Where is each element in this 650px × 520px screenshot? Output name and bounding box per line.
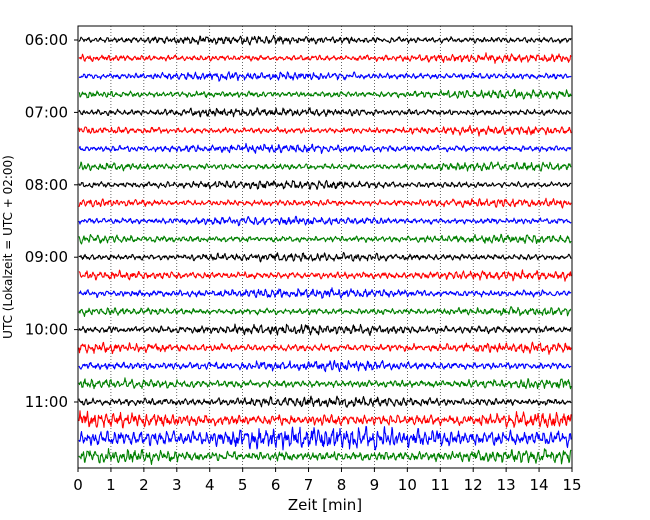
trace-line bbox=[78, 197, 572, 209]
trace-line bbox=[78, 52, 572, 64]
trace-line bbox=[78, 71, 572, 82]
trace-line bbox=[78, 447, 572, 466]
x-tick-label: 1 bbox=[106, 476, 116, 494]
y-tick-label: 07:00 bbox=[25, 103, 68, 121]
trace-line bbox=[78, 341, 572, 355]
trace-line bbox=[78, 88, 572, 100]
trace-line bbox=[78, 395, 572, 408]
trace-line bbox=[78, 410, 572, 429]
trace-line bbox=[78, 215, 572, 227]
x-tick-label: 15 bbox=[562, 476, 581, 494]
x-axis-label: Zeit [min] bbox=[288, 496, 362, 514]
trace-line bbox=[78, 359, 572, 373]
x-tick-label: 9 bbox=[370, 476, 380, 494]
y-axis-ticks: 06:00 07:00 08:00 09:00 10:00 11:00 bbox=[25, 31, 78, 411]
y-tick-label: 06:00 bbox=[25, 31, 68, 49]
seismic-traces bbox=[78, 34, 572, 466]
x-tick-label: 12 bbox=[464, 476, 483, 494]
x-tick-label: 2 bbox=[139, 476, 149, 494]
x-tick-label: 0 bbox=[73, 476, 83, 494]
x-tick-label: 8 bbox=[337, 476, 347, 494]
y-axis-label: UTC (Lokalzeit = UTC + 02:00) bbox=[1, 155, 15, 339]
x-tick-label: 6 bbox=[271, 476, 281, 494]
x-axis-ticks: 0 1 2 3 4 5 6 7 8 9 10 11 12 13 14 15 bbox=[73, 468, 582, 494]
trace-line bbox=[78, 377, 572, 390]
x-tick-label: 11 bbox=[431, 476, 450, 494]
x-tick-label: 5 bbox=[238, 476, 248, 494]
trace-line bbox=[78, 161, 572, 172]
y-tick-label: 09:00 bbox=[25, 248, 68, 266]
y-tick-label: 08:00 bbox=[25, 176, 68, 194]
y-tick-label: 10:00 bbox=[25, 321, 68, 339]
y-tick-label: 11:00 bbox=[25, 393, 68, 411]
x-tick-label: 3 bbox=[172, 476, 182, 494]
trace-line bbox=[78, 323, 572, 337]
trace-line bbox=[78, 269, 572, 282]
trace-line bbox=[78, 251, 572, 263]
trace-line bbox=[78, 142, 572, 155]
x-tick-label: 4 bbox=[205, 476, 215, 494]
trace-line bbox=[78, 233, 572, 245]
trace-line bbox=[78, 306, 572, 317]
plot-frame bbox=[77, 25, 573, 469]
trace-line bbox=[78, 34, 572, 46]
x-tick-label: 13 bbox=[497, 476, 516, 494]
x-tick-label: 10 bbox=[398, 476, 417, 494]
x-tick-label: 14 bbox=[530, 476, 549, 494]
x-tick-label: 7 bbox=[304, 476, 314, 494]
trace-line bbox=[78, 425, 572, 451]
trace-line bbox=[78, 124, 572, 137]
trace-line bbox=[78, 179, 572, 190]
trace-line bbox=[78, 107, 572, 118]
trace-line bbox=[78, 287, 572, 299]
